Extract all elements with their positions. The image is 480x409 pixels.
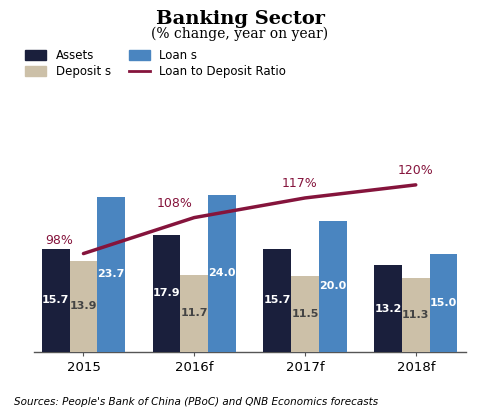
Bar — [374, 265, 402, 352]
Text: 117%: 117% — [282, 177, 317, 190]
Text: 13.9: 13.9 — [70, 301, 97, 311]
Text: 23.7: 23.7 — [97, 269, 125, 279]
Legend: Assets, Deposit s, Loan s, Loan to Deposit Ratio: Assets, Deposit s, Loan s, Loan to Depos… — [25, 49, 286, 79]
Text: 15.7: 15.7 — [264, 295, 291, 306]
Text: (% change, year on year): (% change, year on year) — [151, 27, 329, 41]
Text: 20.0: 20.0 — [319, 281, 346, 291]
Text: 13.2: 13.2 — [374, 303, 402, 314]
Bar — [97, 197, 125, 352]
Bar — [42, 249, 70, 352]
Bar — [402, 278, 430, 352]
Text: 108%: 108% — [156, 198, 192, 210]
Text: 15.7: 15.7 — [42, 295, 70, 306]
Text: 11.7: 11.7 — [180, 308, 208, 319]
Text: Banking Sector: Banking Sector — [156, 10, 324, 28]
Text: Sources: People's Bank of China (PBoC) and QNB Economics forecasts: Sources: People's Bank of China (PBoC) a… — [14, 397, 379, 407]
Bar — [319, 221, 347, 352]
Text: 120%: 120% — [398, 164, 433, 177]
Bar — [180, 275, 208, 352]
Bar — [430, 254, 457, 352]
Bar — [70, 261, 97, 352]
Text: 98%: 98% — [45, 234, 73, 247]
Bar — [208, 195, 236, 352]
Text: 17.9: 17.9 — [153, 288, 180, 298]
Bar — [153, 235, 180, 352]
Bar — [264, 249, 291, 352]
Text: 15.0: 15.0 — [430, 298, 457, 308]
Text: 24.0: 24.0 — [208, 268, 236, 278]
Bar — [291, 276, 319, 352]
Text: 11.5: 11.5 — [291, 309, 319, 319]
Text: 11.3: 11.3 — [402, 310, 430, 320]
